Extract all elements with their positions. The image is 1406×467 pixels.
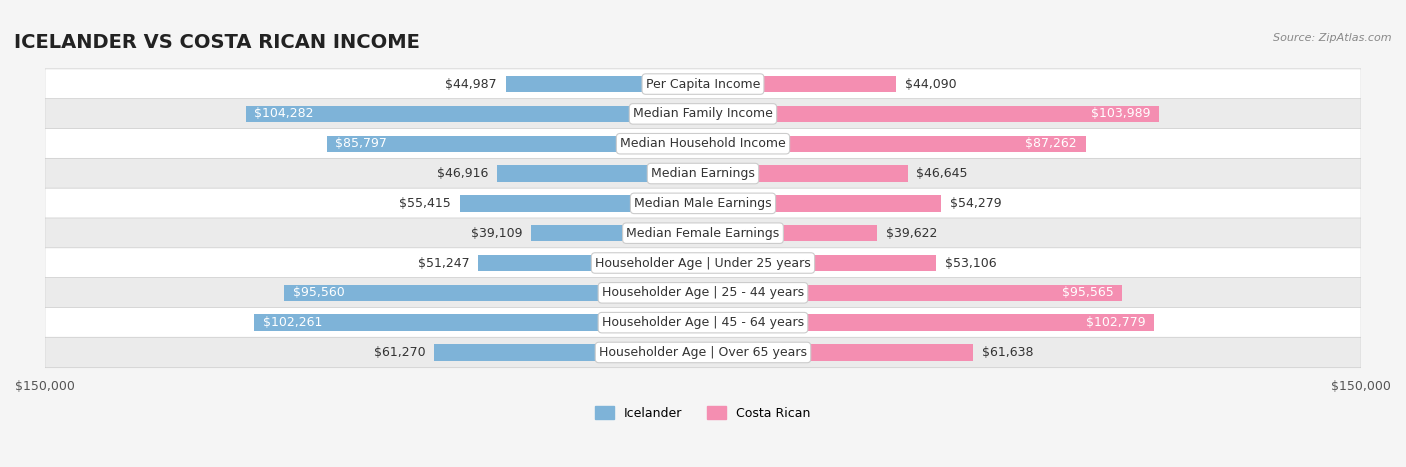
Text: $39,622: $39,622 [886,226,936,240]
Text: $61,270: $61,270 [374,346,426,359]
Text: $55,415: $55,415 [399,197,451,210]
Bar [498,165,703,182]
Text: $104,282: $104,282 [254,107,314,120]
Text: $95,560: $95,560 [292,286,344,299]
Text: $46,645: $46,645 [917,167,967,180]
Text: $85,797: $85,797 [336,137,387,150]
Text: Householder Age | Over 65 years: Householder Age | Over 65 years [599,346,807,359]
Text: Source: ZipAtlas.com: Source: ZipAtlas.com [1274,33,1392,42]
FancyBboxPatch shape [45,218,1361,248]
Text: Householder Age | 25 - 44 years: Householder Age | 25 - 44 years [602,286,804,299]
Bar [703,255,936,271]
Text: $102,779: $102,779 [1085,316,1144,329]
Text: $95,565: $95,565 [1062,286,1114,299]
Text: Median Female Earnings: Median Female Earnings [627,226,779,240]
FancyBboxPatch shape [45,277,1361,308]
Text: Median Household Income: Median Household Income [620,137,786,150]
Text: Median Male Earnings: Median Male Earnings [634,197,772,210]
Text: $103,989: $103,989 [1091,107,1150,120]
Text: Householder Age | 45 - 64 years: Householder Age | 45 - 64 years [602,316,804,329]
Text: $61,638: $61,638 [983,346,1033,359]
FancyBboxPatch shape [45,158,1361,189]
FancyBboxPatch shape [45,99,1361,129]
Text: Householder Age | Under 25 years: Householder Age | Under 25 years [595,256,811,269]
Text: Median Family Income: Median Family Income [633,107,773,120]
Text: $87,262: $87,262 [1025,137,1077,150]
FancyBboxPatch shape [45,337,1361,368]
Bar [284,284,703,301]
Bar [703,76,897,92]
Text: ICELANDER VS COSTA RICAN INCOME: ICELANDER VS COSTA RICAN INCOME [14,33,420,52]
Bar [506,76,703,92]
Bar [703,106,1159,122]
Text: $39,109: $39,109 [471,226,523,240]
Bar [703,195,941,212]
FancyBboxPatch shape [45,69,1361,99]
Bar [460,195,703,212]
FancyBboxPatch shape [45,188,1361,219]
Text: $46,916: $46,916 [437,167,488,180]
FancyBboxPatch shape [45,307,1361,338]
Legend: Icelander, Costa Rican: Icelander, Costa Rican [591,401,815,425]
Bar [326,135,703,152]
Text: $44,987: $44,987 [446,78,496,91]
Text: $44,090: $44,090 [905,78,957,91]
Text: Per Capita Income: Per Capita Income [645,78,761,91]
Bar [434,344,703,361]
Text: Median Earnings: Median Earnings [651,167,755,180]
Bar [703,314,1154,331]
Bar [254,314,703,331]
Bar [703,135,1085,152]
Bar [703,344,973,361]
Bar [246,106,703,122]
FancyBboxPatch shape [45,128,1361,159]
Text: $54,279: $54,279 [950,197,1001,210]
FancyBboxPatch shape [45,248,1361,278]
Bar [703,284,1122,301]
Text: $53,106: $53,106 [945,256,997,269]
Bar [478,255,703,271]
Text: $102,261: $102,261 [263,316,322,329]
Bar [703,165,908,182]
Bar [531,225,703,241]
Text: $51,247: $51,247 [418,256,470,269]
Bar [703,225,877,241]
